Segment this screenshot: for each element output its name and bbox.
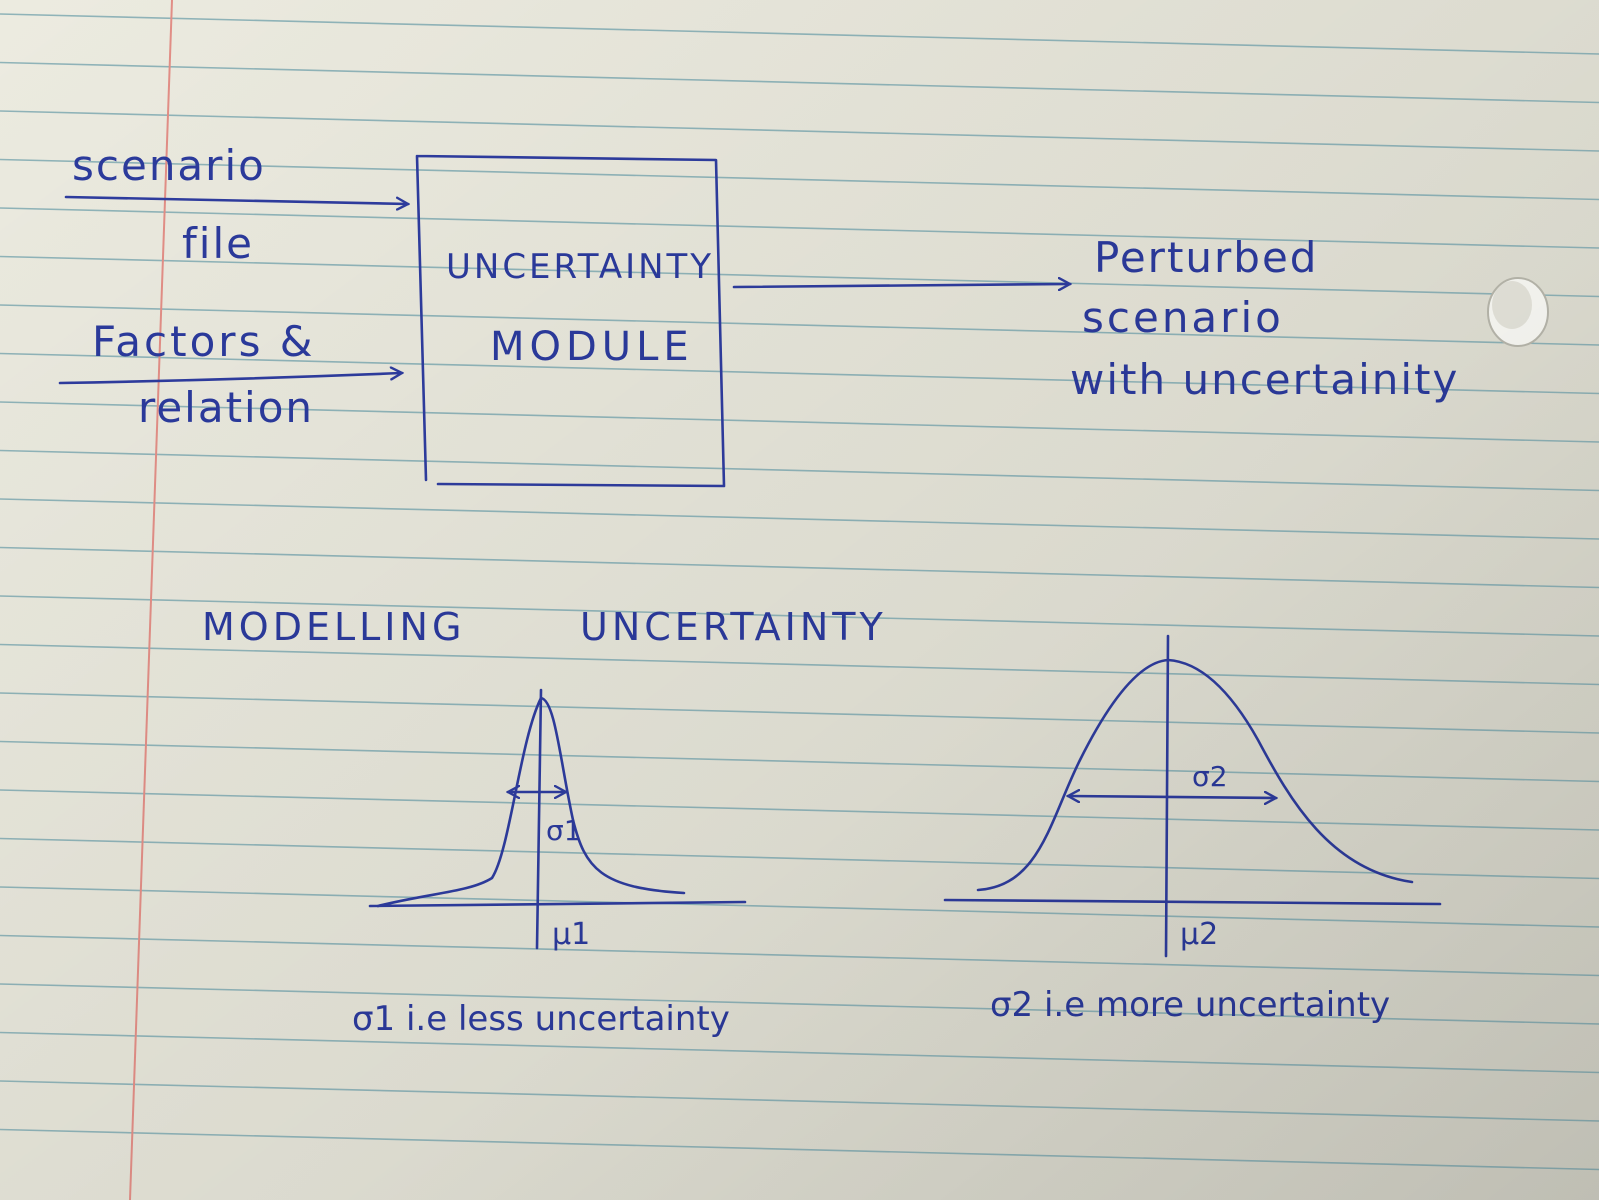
narrow-sigma-label: σ1 (546, 814, 582, 847)
module-box-outline (415, 154, 726, 488)
wide-baseline (943, 898, 1442, 906)
rule-line (0, 1031, 1599, 1074)
input-factors-label-2: relation (138, 383, 314, 432)
rule-line (0, 61, 1599, 104)
wide-caption: σ2 i.e more uncertainty (990, 985, 1390, 1025)
input-factors-label-1: Factors & (92, 317, 316, 366)
wide-distribution: σ2 μ2 σ2 i.e more uncertainty (943, 634, 1442, 1025)
section-title: MODELLING UNCERTAINTY (202, 605, 887, 649)
narrow-distribution: σ1 μ1 σ1 i.e less uncertainty (352, 688, 747, 1039)
uncertainty-module-box: UNCERTAINTY MODULE (415, 154, 726, 488)
input-factors-relation: Factors & relation (58, 317, 402, 432)
output-label-3: with uncertainity (1070, 355, 1459, 404)
rule-line (0, 1080, 1599, 1122)
output-label-1: Perturbed (1094, 233, 1318, 282)
section-title-word1: MODELLING (202, 605, 465, 649)
rule-line (0, 692, 1599, 734)
wide-sigma-arrow (1068, 796, 1276, 798)
rule-line (0, 13, 1599, 55)
narrow-curve (376, 696, 686, 908)
input-scenario-file: scenario file (64, 141, 408, 268)
rule-line (0, 934, 1599, 977)
output-perturbed-scenario: Perturbed scenario with uncertainity (732, 233, 1459, 404)
module-label-line1: UNCERTAINTY (446, 247, 714, 287)
wide-sigma-label: σ2 (1192, 760, 1228, 793)
rule-line (0, 449, 1599, 492)
rule-line (0, 643, 1599, 686)
narrow-mu-label: μ1 (552, 917, 590, 952)
output-label-2: scenario (1082, 293, 1284, 342)
rule-line (0, 1128, 1599, 1171)
section-title-word2: UNCERTAINTY (580, 605, 887, 649)
rule-line (0, 789, 1599, 831)
binder-hole-shadow (1492, 281, 1532, 329)
narrow-caption: σ1 i.e less uncertainty (352, 999, 730, 1039)
narrow-mean-line (535, 688, 543, 950)
rule-line (0, 546, 1599, 589)
rule-line (0, 498, 1599, 540)
output-arrow (732, 284, 1070, 287)
wide-mu-label: μ2 (1180, 917, 1218, 952)
scenario-arrow (64, 195, 408, 204)
rule-line (0, 837, 1599, 880)
input-scenario-label-2: file (182, 219, 254, 268)
rule-line (0, 886, 1599, 928)
input-scenario-label-1: scenario (72, 141, 266, 190)
rule-line (0, 740, 1599, 783)
factors-arrow (58, 373, 402, 385)
module-label-line2: MODULE (490, 324, 694, 370)
